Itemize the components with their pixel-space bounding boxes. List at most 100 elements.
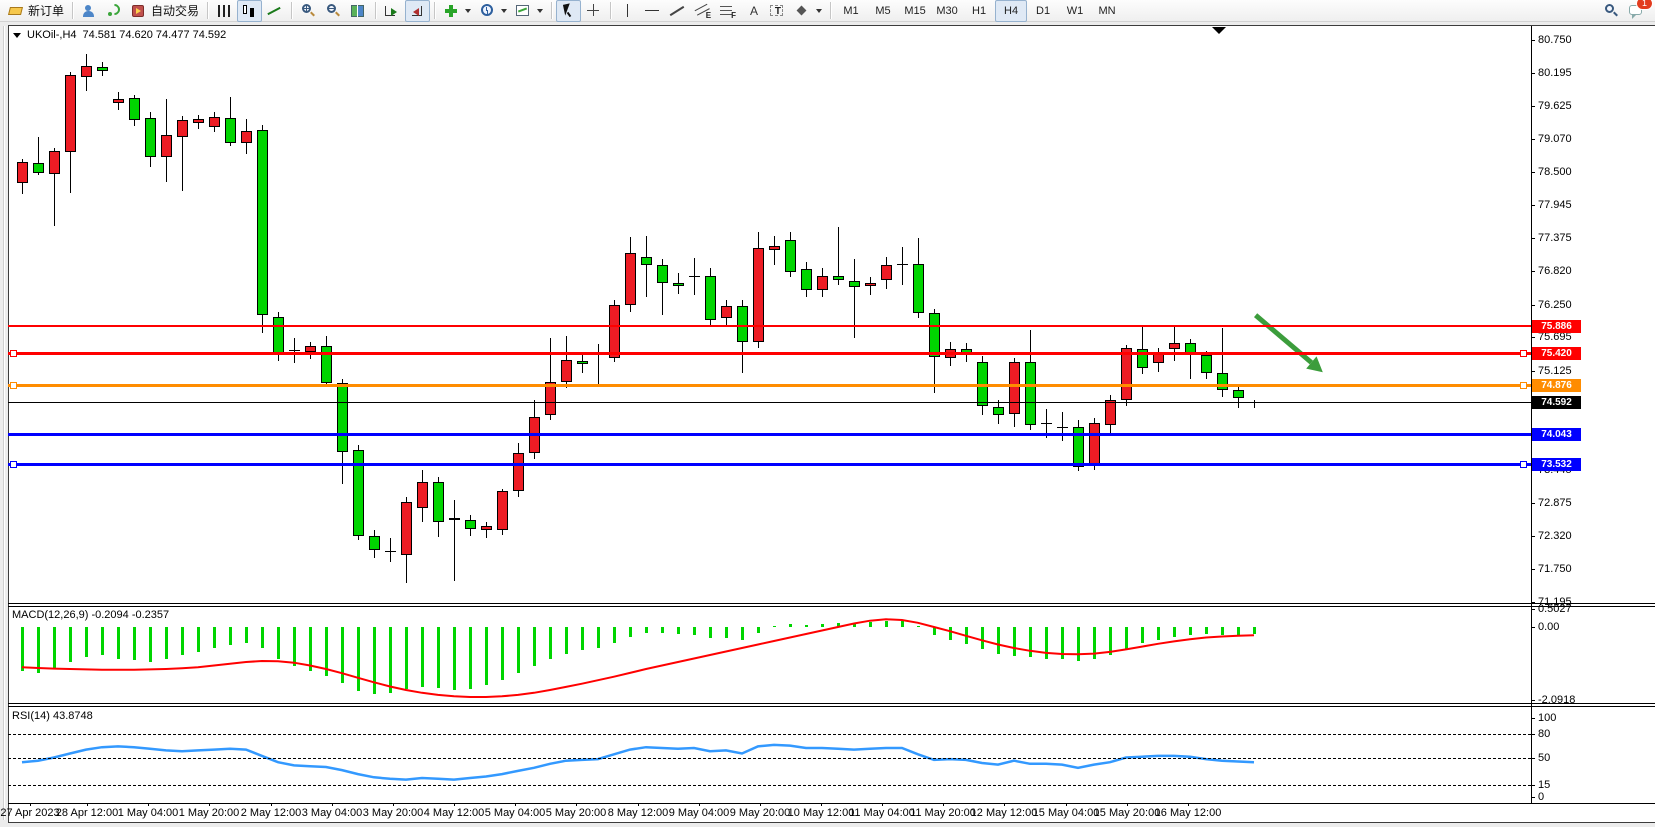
- zoom-out-button[interactable]: [321, 0, 346, 22]
- timeframe-d1-button[interactable]: D1: [1036, 4, 1051, 17]
- new-order-button[interactable]: 新订单: [4, 0, 68, 22]
- date-axis-tick: [515, 803, 516, 806]
- horizontal-line-74.043[interactable]: [8, 433, 1531, 436]
- candle-body: [465, 520, 476, 529]
- horizontal-line-74.876[interactable]: [8, 384, 1531, 387]
- fibo-icon: [719, 3, 736, 20]
- pane-separator[interactable]: [8, 703, 1655, 704]
- macd-histogram-bar: [1173, 627, 1176, 637]
- text-label-button[interactable]: [765, 0, 790, 22]
- horizontal-line-75.420[interactable]: [8, 352, 1531, 355]
- line-handle[interactable]: [1520, 382, 1527, 389]
- macd-histogram-bar: [133, 627, 136, 660]
- candle-body: [449, 518, 460, 520]
- macd-histogram-bar: [709, 627, 712, 638]
- candle-body: [673, 283, 684, 286]
- macd-histogram-bar: [853, 623, 856, 627]
- line-handle[interactable]: [10, 350, 17, 357]
- line-handle[interactable]: [1520, 461, 1527, 468]
- pane-separator[interactable]: [8, 606, 1655, 607]
- candle-wick: [598, 344, 599, 385]
- macd-histogram-bar: [101, 627, 104, 655]
- zoomout-icon: [325, 3, 342, 19]
- cursor-button[interactable]: [556, 0, 582, 22]
- horizontal-line-button[interactable]: [640, 0, 665, 22]
- price-axis-tick: [1531, 371, 1535, 372]
- candle-body: [225, 118, 236, 143]
- timeframe-h4-button[interactable]: H4: [995, 0, 1028, 22]
- price-axis-label: 79.625: [1538, 100, 1572, 112]
- candle-body: [257, 130, 268, 315]
- macd-histogram-bar: [789, 624, 792, 627]
- templates-button[interactable]: [511, 0, 547, 22]
- candle-body: [113, 99, 124, 103]
- date-axis-tick: [882, 803, 883, 806]
- shapes-button[interactable]: [790, 0, 826, 22]
- line-chart-button[interactable]: [262, 0, 287, 22]
- macd-histogram-bar: [1093, 627, 1096, 659]
- macd-histogram-bar: [485, 627, 488, 685]
- date-axis-tick: [1188, 803, 1189, 806]
- candle-body: [433, 482, 444, 522]
- main-toolbar: 新订单 自动交易 M1 M5 M15 M30 H1 H4 D1 W1 MN 1: [0, 0, 1655, 22]
- price-axis-label: 72.320: [1538, 530, 1572, 542]
- candle-doji: [1041, 423, 1052, 424]
- timeframe-m15-button[interactable]: M15: [904, 4, 926, 17]
- timeframe-m30-button[interactable]: M30: [936, 4, 958, 17]
- fibonacci-button[interactable]: [715, 0, 740, 22]
- bar-chart-button[interactable]: [212, 0, 237, 22]
- date-axis-label: 1 May 04:00: [117, 807, 179, 819]
- candle-body: [721, 306, 732, 318]
- price-axis-label: 79.070: [1538, 133, 1572, 145]
- text-button[interactable]: [740, 0, 765, 22]
- candlestick-chart-button[interactable]: [237, 0, 263, 22]
- line-handle[interactable]: [10, 461, 17, 468]
- timeframe-m5-button[interactable]: M5: [875, 4, 891, 17]
- timeframe-w1-button[interactable]: W1: [1066, 4, 1084, 17]
- line-handle[interactable]: [1520, 350, 1527, 357]
- horizontal-line-75.886[interactable]: [8, 325, 1531, 327]
- zoom-in-button[interactable]: [296, 0, 321, 22]
- line-handle[interactable]: [10, 382, 17, 389]
- chart-menu-icon[interactable]: [13, 32, 21, 38]
- periods-button[interactable]: [475, 0, 511, 22]
- vertical-line-button[interactable]: [615, 0, 640, 22]
- auto-scroll-button[interactable]: [380, 0, 405, 22]
- indicators-button[interactable]: [439, 0, 475, 22]
- candle-wick: [902, 247, 903, 285]
- notification-badge: 1: [1636, 0, 1653, 10]
- candle-body: [817, 276, 828, 290]
- timeframe-mn-button[interactable]: MN: [1098, 4, 1116, 17]
- auto-trading-button[interactable]: 自动交易: [127, 0, 203, 22]
- trendline-button[interactable]: [665, 0, 690, 22]
- timeframe-h1-button[interactable]: H1: [972, 4, 987, 17]
- candle-body: [769, 246, 780, 250]
- horizontal-line-73.532[interactable]: [8, 463, 1531, 466]
- macd-histogram-bar: [277, 627, 280, 659]
- price-axis-label: 77.375: [1538, 232, 1572, 244]
- pane-separator[interactable]: [8, 706, 1655, 707]
- vline-icon: [619, 3, 636, 19]
- price-axis-label: 71.195: [1538, 596, 1572, 608]
- toolbar-separator: [375, 2, 377, 19]
- chat-button[interactable]: 1: [1624, 0, 1653, 22]
- cursor-icon: [560, 3, 577, 19]
- tile-icon: [350, 3, 367, 19]
- crosshair-button[interactable]: [581, 0, 606, 22]
- profile-button[interactable]: [77, 0, 102, 22]
- chart-shift-button[interactable]: [405, 0, 431, 22]
- search-button[interactable]: [1599, 0, 1624, 22]
- pane-separator[interactable]: [8, 603, 1655, 604]
- chart-shift-marker[interactable]: [1212, 27, 1226, 34]
- equidistant-channel-button[interactable]: [690, 0, 715, 22]
- signal-button[interactable]: [102, 0, 127, 22]
- candle-body: [609, 305, 620, 358]
- candle-body: [353, 450, 364, 536]
- rsi-level-50: [8, 758, 1531, 759]
- tile-windows-button[interactable]: [346, 0, 371, 22]
- toolbar-separator: [434, 2, 436, 19]
- macd-histogram-bar: [917, 626, 920, 627]
- window-frame-groove: [3, 26, 4, 820]
- macd-histogram-bar: [213, 627, 216, 648]
- timeframe-m1-button[interactable]: M1: [843, 4, 859, 17]
